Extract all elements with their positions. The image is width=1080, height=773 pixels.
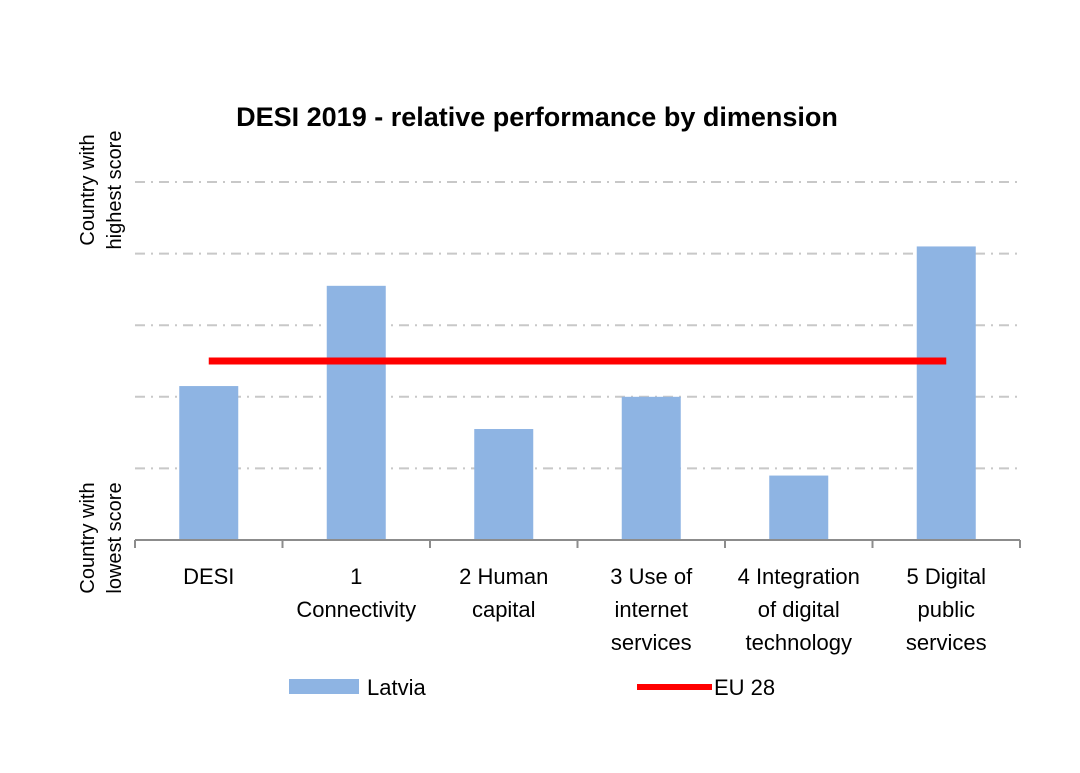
x-tick-label-line: technology [746,630,852,655]
x-tick-label-line: services [906,630,987,655]
x-tick-label-line: DESI [183,564,234,589]
y-axis-bottom-label: Country with lowest score [77,482,126,593]
x-tick-label-line: 5 Digital [907,564,986,589]
x-axis-labels: DESI 1 Connectivity 2 Human capital 3 Use of i… [183,564,987,655]
bar-latvia-2 [474,429,534,540]
x-tick-label-line: capital [472,597,536,622]
y-axis-top-label: Country with highest score [77,131,126,250]
x-tick-label-line: internet [615,597,688,622]
legend-label-eu28: EU 28 [714,675,775,700]
bar-latvia-4 [769,475,829,540]
bar-latvia-1 [326,285,386,540]
y-axis-top-label-line2: highest score [104,131,126,250]
y-axis-bottom-label-line1: Country with [77,482,99,593]
x-tick-label-line: 1 [350,564,362,589]
x-tick-label-line: Connectivity [296,597,416,622]
legend-label-latvia: Latvia [367,675,426,700]
x-tick-label-line: services [611,630,692,655]
legend-swatch-latvia [289,679,359,694]
x-tick-label-2: 2 Human capital [459,564,548,622]
x-tick-label-line: 4 Integration [738,564,860,589]
chart-title: DESI 2019 - relative performance by dime… [236,102,838,132]
x-axis [134,539,1021,548]
x-tick-label-line: public [918,597,975,622]
bar-latvia-3 [621,396,681,540]
x-tick-label-line: 3 Use of [610,564,693,589]
x-tick-label-0: DESI [183,564,234,589]
x-tick-label-5: 5 Digital public services [906,564,987,655]
x-tick-label-3: 3 Use of internet services [610,564,693,655]
legend: Latvia EU 28 [289,675,775,700]
y-axis-top-label-line1: Country with [77,134,99,245]
x-tick-label-line: 2 Human [459,564,548,589]
bars [179,246,976,540]
x-tick-label-line: of digital [758,597,840,622]
bar-latvia-5 [916,246,976,540]
bar-latvia-0 [179,386,239,540]
y-axis-bottom-label-line2: lowest score [104,482,126,593]
x-tick-label-1: 1 Connectivity [296,564,416,622]
x-tick-label-4: 4 Integration of digital technology [738,564,860,655]
gridlines [135,181,1020,470]
